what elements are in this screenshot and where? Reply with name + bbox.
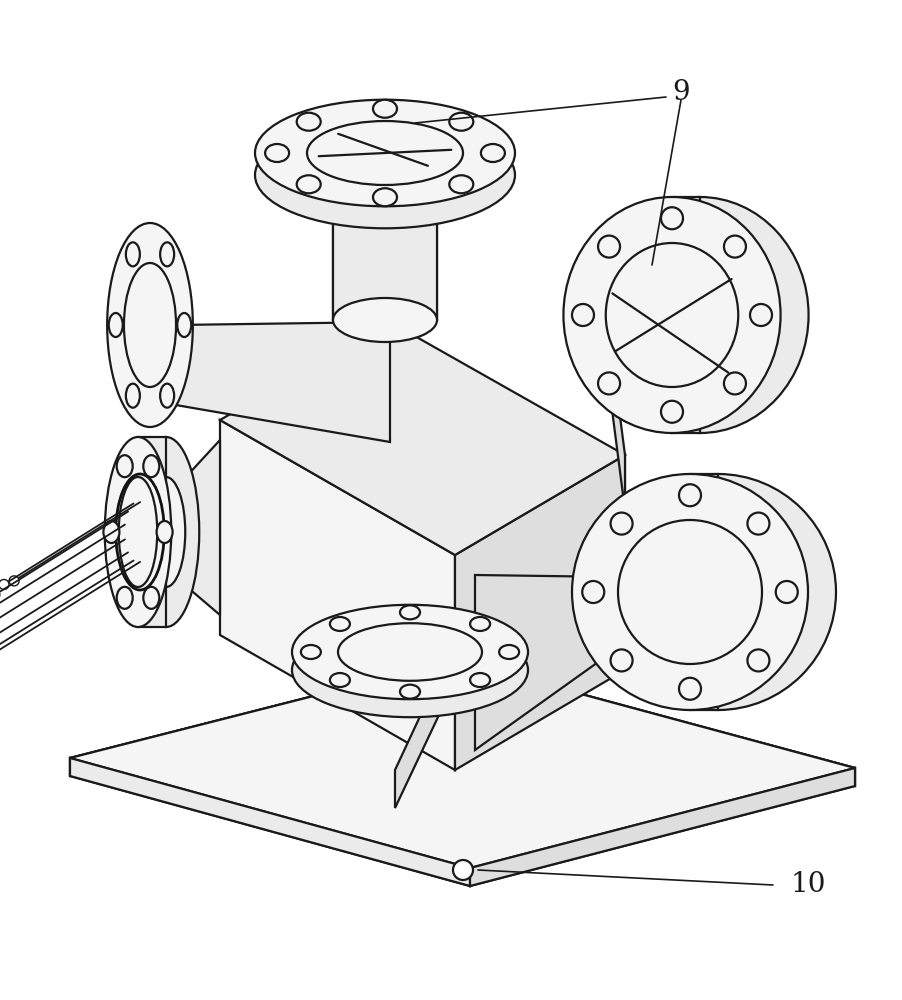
Polygon shape (384, 148, 437, 320)
Ellipse shape (470, 673, 490, 687)
Ellipse shape (329, 617, 349, 631)
Ellipse shape (143, 587, 159, 609)
Ellipse shape (723, 236, 745, 258)
Ellipse shape (591, 197, 807, 433)
Ellipse shape (160, 384, 174, 408)
Ellipse shape (610, 513, 632, 535)
Ellipse shape (116, 455, 133, 477)
Polygon shape (220, 322, 624, 555)
Ellipse shape (400, 685, 419, 699)
Ellipse shape (300, 645, 320, 659)
Ellipse shape (119, 477, 157, 587)
Ellipse shape (747, 649, 769, 671)
Ellipse shape (156, 521, 172, 543)
Ellipse shape (373, 100, 397, 118)
Ellipse shape (597, 372, 620, 394)
Ellipse shape (449, 113, 473, 131)
Polygon shape (176, 322, 390, 442)
Ellipse shape (265, 144, 289, 162)
Ellipse shape (254, 122, 514, 228)
Ellipse shape (291, 623, 528, 717)
Ellipse shape (291, 605, 528, 699)
Ellipse shape (582, 581, 603, 603)
Ellipse shape (499, 645, 519, 659)
Ellipse shape (645, 520, 789, 664)
Ellipse shape (597, 236, 620, 258)
Ellipse shape (605, 243, 738, 387)
Ellipse shape (104, 521, 119, 543)
Ellipse shape (660, 401, 682, 423)
Ellipse shape (571, 474, 807, 710)
Ellipse shape (723, 372, 745, 394)
Polygon shape (70, 660, 854, 868)
Polygon shape (469, 768, 854, 886)
Polygon shape (70, 758, 469, 886)
Text: 9: 9 (671, 79, 689, 106)
Ellipse shape (297, 175, 320, 193)
Polygon shape (469, 768, 854, 886)
Text: 10: 10 (789, 871, 824, 898)
Ellipse shape (400, 605, 419, 619)
Circle shape (453, 860, 473, 880)
Ellipse shape (750, 304, 771, 326)
Ellipse shape (160, 242, 174, 266)
Polygon shape (70, 660, 455, 776)
Ellipse shape (678, 678, 700, 700)
Ellipse shape (254, 100, 514, 206)
Ellipse shape (116, 587, 133, 609)
Polygon shape (455, 455, 624, 770)
Ellipse shape (747, 513, 769, 535)
Polygon shape (333, 148, 384, 320)
Ellipse shape (599, 474, 835, 710)
Ellipse shape (333, 298, 437, 342)
Ellipse shape (481, 144, 504, 162)
Polygon shape (70, 758, 469, 886)
Polygon shape (138, 437, 166, 627)
Ellipse shape (297, 113, 320, 131)
Polygon shape (70, 660, 854, 868)
Ellipse shape (125, 242, 140, 266)
Ellipse shape (107, 223, 193, 427)
Ellipse shape (143, 455, 159, 477)
Polygon shape (220, 420, 455, 770)
Ellipse shape (775, 581, 796, 603)
Ellipse shape (105, 437, 171, 627)
Ellipse shape (177, 313, 191, 337)
Polygon shape (181, 440, 220, 615)
Ellipse shape (337, 623, 482, 681)
Ellipse shape (470, 617, 490, 631)
Ellipse shape (373, 188, 397, 206)
Ellipse shape (329, 673, 349, 687)
Ellipse shape (108, 313, 123, 337)
Polygon shape (474, 575, 619, 750)
Polygon shape (333, 155, 437, 320)
Polygon shape (606, 315, 624, 510)
Polygon shape (455, 660, 854, 786)
Ellipse shape (571, 304, 594, 326)
Polygon shape (299, 620, 465, 673)
Ellipse shape (617, 520, 761, 664)
Polygon shape (394, 620, 465, 808)
Ellipse shape (125, 384, 140, 408)
Ellipse shape (563, 197, 779, 433)
Ellipse shape (124, 263, 176, 387)
Ellipse shape (610, 649, 632, 671)
Ellipse shape (633, 243, 766, 387)
Polygon shape (689, 474, 717, 710)
Ellipse shape (660, 207, 682, 229)
Polygon shape (671, 197, 699, 433)
Ellipse shape (9, 576, 19, 586)
Ellipse shape (133, 437, 199, 627)
Ellipse shape (678, 484, 700, 506)
Ellipse shape (147, 477, 185, 587)
Ellipse shape (307, 121, 463, 185)
Ellipse shape (449, 175, 473, 193)
Ellipse shape (0, 579, 9, 589)
